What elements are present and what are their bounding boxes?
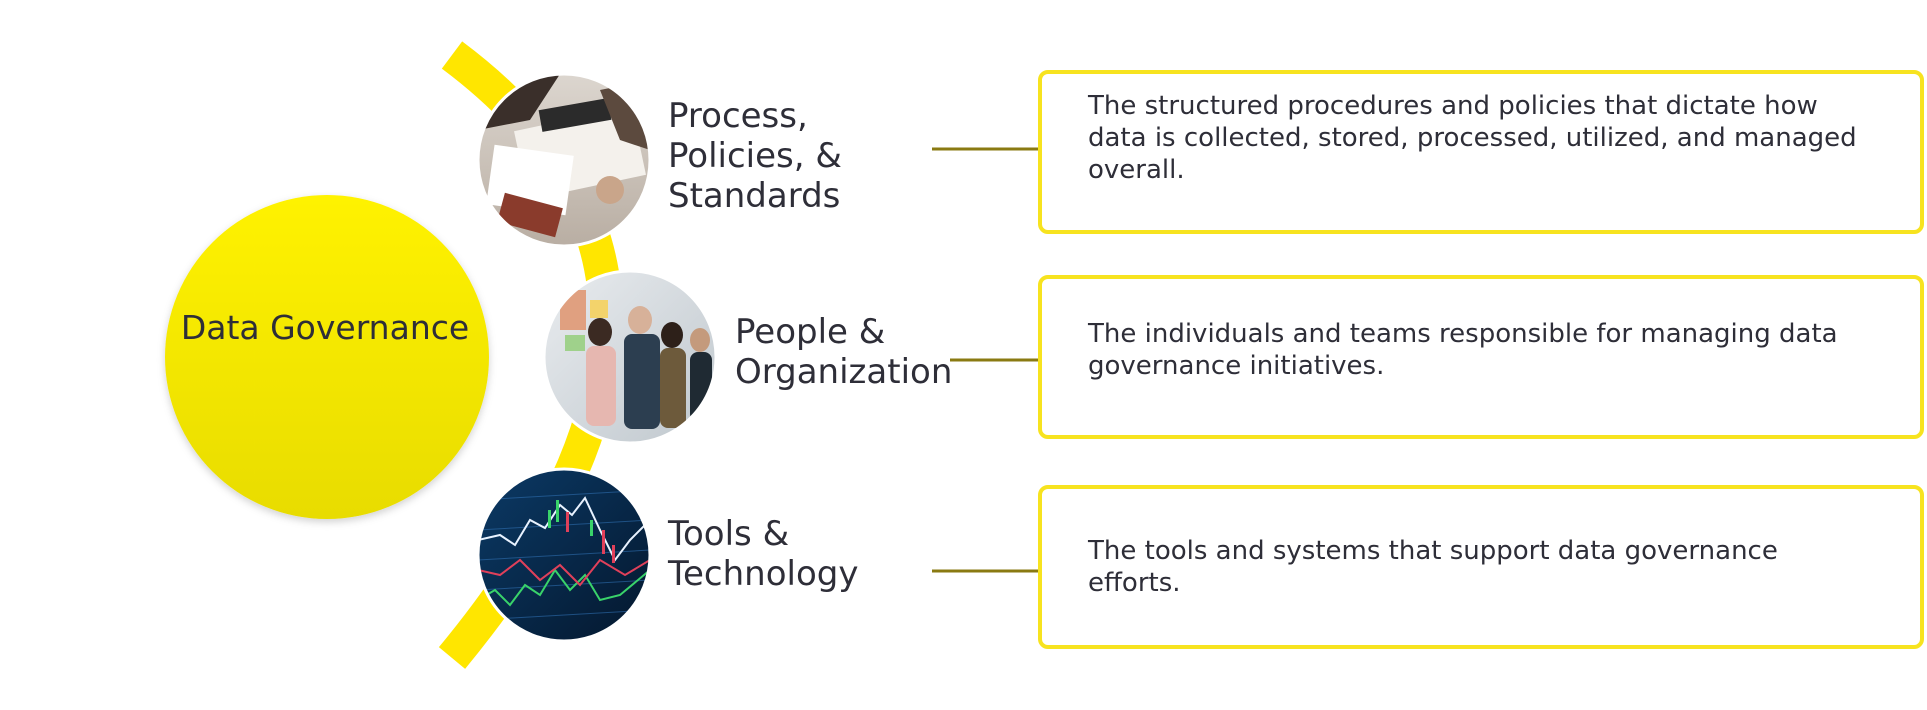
hub-title: Data Governance — [180, 308, 470, 347]
description-box-process: The structured procedures and policies t… — [1038, 70, 1924, 234]
description-text: The structured procedures and policies t… — [1088, 91, 1857, 185]
description-text: The individuals and teams responsible fo… — [1088, 319, 1838, 381]
photo-frame-1 — [476, 72, 652, 248]
photo-frame-3 — [476, 467, 652, 643]
pillar-label-process: Process, Policies, & Standards — [668, 96, 868, 216]
description-box-people: The individuals and teams responsible fo… — [1038, 275, 1924, 439]
description-box-tools: The tools and systems that support data … — [1038, 485, 1924, 649]
team-discussion-photo — [544, 271, 716, 443]
pillar-label-line: Technology — [668, 554, 859, 594]
pillar-label-line: Organization — [735, 352, 953, 392]
pillar-label-line: Process, — [668, 96, 808, 136]
pillar-label-line: Policies, & — [668, 136, 842, 176]
photo-frame-2 — [542, 269, 718, 445]
pillar-label-people: People & Organization — [735, 312, 975, 392]
description-text: The tools and systems that support data … — [1088, 536, 1778, 598]
pillar-label-tools: Tools & Technology — [668, 514, 888, 594]
pillar-label-line: Standards — [668, 176, 841, 216]
hub-circle — [165, 195, 489, 519]
pillar-label-line: People & — [735, 312, 886, 352]
pillar-label-line: Tools & — [668, 514, 790, 554]
stock-chart-screen-photo — [478, 469, 650, 641]
